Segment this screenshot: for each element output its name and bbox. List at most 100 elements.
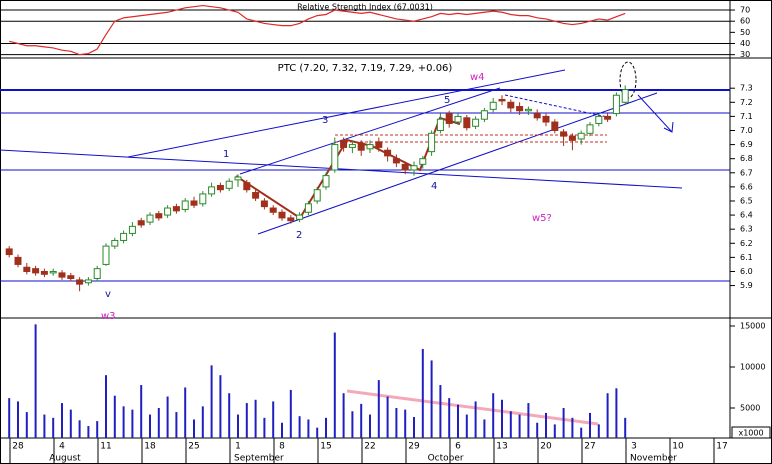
candle-body [76,279,84,285]
candle-body [234,176,242,181]
candle-body [296,214,304,220]
y-tick-label: 6.4 [740,211,753,220]
y-tick-label: 6.3 [740,225,753,234]
volume-bar [448,398,451,438]
x-tick-label: 18 [144,442,156,452]
volume-bar [245,403,248,438]
volume-bar [483,419,486,438]
volume-bar [210,365,213,438]
candle-body [111,239,119,247]
candle-body [498,98,506,102]
volume-bar [509,411,512,438]
candle-body [260,200,268,208]
wave-label: 5 [444,95,450,106]
wave-label: 1 [223,149,229,160]
x-tick-label: 10 [672,442,684,452]
candle-body [322,175,330,188]
candle-body [216,184,224,191]
unit-box [731,426,771,439]
volume-bar [404,409,407,438]
x-tick-label: 13 [496,442,507,452]
x-tick-label: 28 [12,442,24,452]
candle-body [621,89,629,103]
volume-bar [201,406,204,438]
candle-body [84,279,92,284]
volume-bar [325,417,327,438]
wave-label: 3 [322,115,328,126]
volume-bar [439,385,442,438]
y-tick-label: 5000 [740,403,760,412]
x-tick-label: 29 [408,442,420,452]
volume-bar [96,421,99,438]
candle-body [348,144,356,148]
y-tick-label: 40 [740,39,750,48]
month-label: November [630,454,677,464]
volume-bar [536,422,539,438]
candle-body [480,110,488,120]
volume-bar [113,395,116,438]
volume-bar [281,422,283,438]
volume-bar [140,385,143,438]
y-tick-label: 7.2 [740,98,753,107]
volume-bar [386,396,389,438]
volume-bar [501,399,503,438]
x-tick-label: 17 [716,442,727,452]
volume-bar [61,403,63,438]
volume-bar [69,409,72,438]
y-tick-label: 6.8 [740,154,753,163]
rsi-line [9,4,626,56]
candle-body [357,142,365,151]
wave-label: w5? [532,213,552,224]
volume-bar [457,404,459,438]
x-tick-label: 15 [320,442,331,452]
candle-body [436,118,444,131]
volume-bar [624,417,627,438]
volume-bar [316,427,319,438]
candle-body [428,132,436,153]
candle-body [507,101,515,109]
candle-body [67,275,75,280]
volume-bar [377,380,380,438]
volume-bar [527,403,530,438]
volume-bar [518,414,521,438]
y-tick-label: 6.9 [740,140,753,149]
candle-body [560,131,568,137]
volume-trend [346,389,599,426]
candle-body [392,158,400,164]
y-tick-label: 6.1 [740,253,753,262]
candle-body [172,206,180,212]
candle-body [577,132,585,140]
volume-bar [52,417,55,438]
x-tick-label: 20 [540,442,552,452]
candle-body [269,207,277,213]
candle-body [568,135,576,141]
y-tick-label: 6.7 [740,168,753,177]
candle-body [199,193,207,205]
candle-body [595,115,603,124]
volume-bar [43,414,46,438]
volume-bar [545,412,547,438]
volume-bar [580,427,583,438]
wave-label: 2 [296,230,302,241]
candle-body [533,113,541,119]
candle-body [612,94,620,115]
candle-body [331,144,339,171]
volume-bar [342,393,345,438]
candle-body [524,108,532,112]
volume-bar [571,417,574,438]
candle-body [278,211,286,219]
volume-bar [157,407,160,438]
volume-bar [105,375,107,438]
y-tick-label: 15000 [740,321,765,330]
trend-line [239,87,501,175]
volume-bar [369,414,371,438]
y-tick-label: 7.3 [740,84,753,93]
candle-body [164,207,172,216]
volume-bar [589,412,591,438]
volume-bar [553,424,556,438]
candle-body [146,214,154,223]
x-tick-label: 8 [279,442,285,452]
x-tick-label: 4 [59,442,65,452]
